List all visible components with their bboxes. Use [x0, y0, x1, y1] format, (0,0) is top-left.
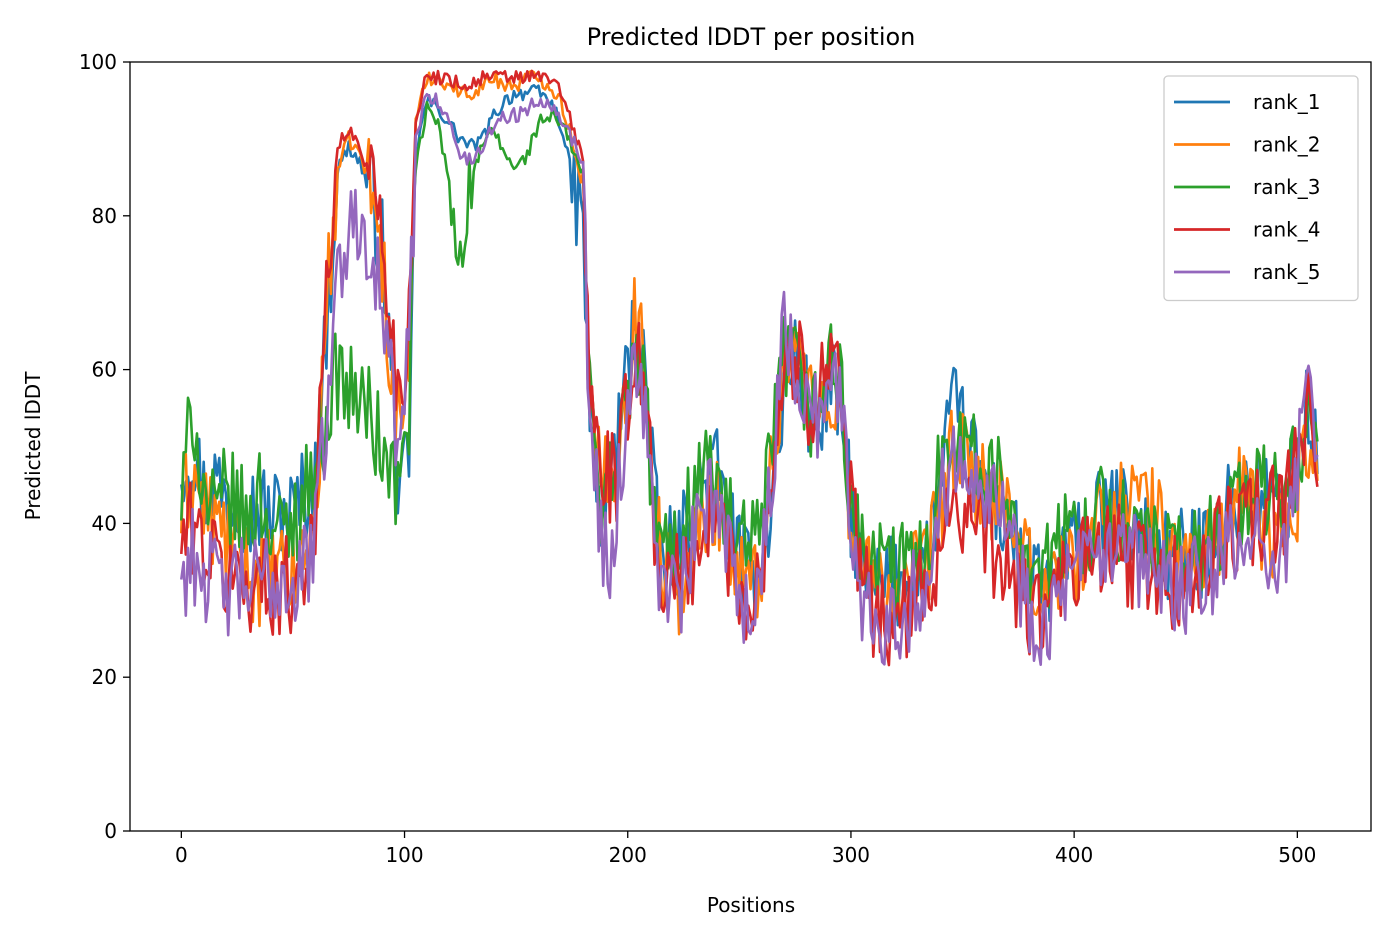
x-axis-ticks: 0 100 200 300 400 500 — [175, 831, 1316, 867]
y-tick-label: 100 — [79, 50, 117, 74]
y-axis-ticks: 0 20 40 60 80 100 — [79, 50, 130, 843]
x-tick-label: 300 — [832, 843, 870, 867]
legend-label-rank_5: rank_5 — [1253, 260, 1320, 284]
legend-label-rank_2: rank_2 — [1253, 133, 1320, 157]
y-tick-label: 60 — [92, 358, 117, 382]
y-axis-label: Predicted lDDT — [21, 371, 45, 521]
series-line-rank_5 — [180, 92, 1319, 666]
x-tick-label: 200 — [609, 843, 647, 867]
series-line-rank_4 — [180, 69, 1319, 667]
x-axis-label: Positions — [707, 893, 795, 917]
legend-label-rank_1: rank_1 — [1253, 90, 1320, 114]
plot-frame — [129, 61, 1372, 832]
y-tick-label: 80 — [92, 204, 117, 228]
y-tick-label: 40 — [92, 511, 117, 535]
x-tick-label: 0 — [175, 843, 188, 867]
x-tick-label: 100 — [385, 843, 423, 867]
x-tick-label: 400 — [1055, 843, 1093, 867]
series-line-rank_3 — [180, 101, 1319, 618]
legend-label-rank_3: rank_3 — [1253, 175, 1320, 199]
chart-title: Predicted lDDT per position — [587, 23, 916, 51]
legend-label-rank_4: rank_4 — [1253, 218, 1320, 242]
x-tick-label: 500 — [1278, 843, 1316, 867]
legend-box — [1163, 75, 1359, 302]
y-tick-label: 20 — [92, 665, 117, 689]
legend: rank_1 rank_2 rank_3 rank_4 rank_5 — [1163, 75, 1359, 302]
y-tick-label: 0 — [104, 819, 117, 843]
